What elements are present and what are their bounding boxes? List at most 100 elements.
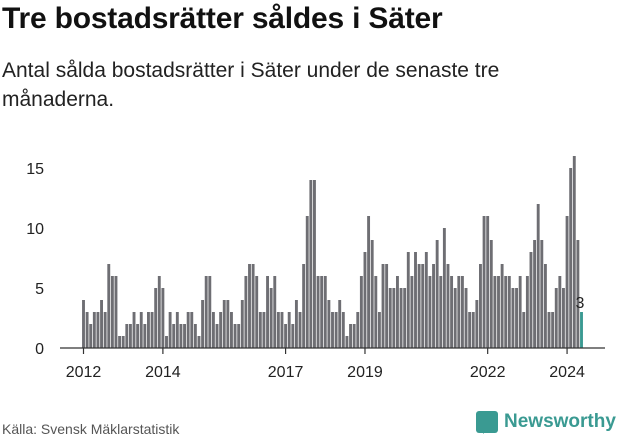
bar <box>103 312 107 348</box>
bar <box>316 276 320 348</box>
bar <box>468 312 472 348</box>
bar <box>479 264 482 348</box>
bar <box>302 264 306 348</box>
bar <box>139 312 143 348</box>
bar <box>493 276 497 348</box>
bar <box>543 264 547 348</box>
bar <box>255 276 259 348</box>
bar <box>165 336 168 348</box>
bar <box>226 300 230 348</box>
bar <box>381 264 385 348</box>
bar <box>356 312 360 348</box>
bar <box>363 252 367 348</box>
bar <box>114 276 118 348</box>
x-tick-label: 2014 <box>145 364 181 381</box>
bar <box>186 312 190 348</box>
bar <box>410 276 414 348</box>
bar <box>215 324 219 348</box>
bar <box>536 204 540 348</box>
y-tick-label: 10 <box>26 221 44 238</box>
bar <box>406 252 410 348</box>
x-tick-label: 2019 <box>347 364 383 381</box>
bar <box>150 312 154 348</box>
bar <box>204 276 208 348</box>
bar <box>453 288 457 348</box>
bar <box>500 264 504 348</box>
bar <box>576 240 580 348</box>
bar <box>525 276 529 348</box>
bar <box>331 312 334 348</box>
bar <box>233 324 237 348</box>
bar <box>450 276 454 348</box>
bar <box>240 300 244 348</box>
bar <box>475 300 479 348</box>
bar <box>183 324 186 348</box>
bar <box>352 324 356 348</box>
bar <box>377 312 381 348</box>
bar <box>392 288 396 348</box>
y-tick-label: 15 <box>26 161 44 178</box>
bar <box>403 288 407 348</box>
bar <box>313 180 316 348</box>
bar <box>92 312 96 348</box>
bar <box>251 264 255 348</box>
bar <box>320 276 324 348</box>
bar <box>276 312 280 348</box>
bar <box>518 276 522 348</box>
bar <box>136 324 140 348</box>
bar <box>359 276 363 348</box>
bar <box>424 252 428 348</box>
bar <box>323 276 327 348</box>
bar <box>291 324 295 348</box>
bar <box>457 276 461 348</box>
bar <box>417 264 421 348</box>
bar <box>128 324 132 348</box>
bar <box>211 312 215 348</box>
bar <box>230 312 233 348</box>
bar <box>327 300 331 348</box>
bar <box>558 276 562 348</box>
bar <box>157 276 161 348</box>
bar <box>244 276 248 348</box>
bar <box>175 312 179 348</box>
bar <box>522 312 526 348</box>
bar <box>507 276 511 348</box>
source-note: Källa: Svensk Mäklarstatistik <box>2 421 180 437</box>
bar <box>193 324 197 348</box>
bar <box>399 288 403 348</box>
y-tick-label: 5 <box>35 281 44 298</box>
bar <box>385 264 389 348</box>
bar <box>197 336 201 348</box>
bar <box>486 216 490 348</box>
bar <box>154 288 158 348</box>
bar <box>168 312 172 348</box>
bar <box>100 300 103 348</box>
bar <box>562 288 565 348</box>
bar <box>421 264 425 348</box>
bar <box>572 156 576 348</box>
bar <box>504 276 508 348</box>
bar <box>258 312 262 348</box>
bar <box>269 288 273 348</box>
bar <box>143 324 147 348</box>
bar <box>280 312 284 348</box>
bar <box>309 180 313 348</box>
bar <box>349 324 352 348</box>
bar <box>428 276 432 348</box>
bar <box>341 312 345 348</box>
bar <box>338 300 342 348</box>
bar <box>569 168 573 348</box>
bar <box>96 312 100 348</box>
x-tick-label: 2024 <box>549 364 585 381</box>
chart-subtitle: Antal sålda bostadsrätter i Säter under … <box>2 59 500 111</box>
bar <box>533 240 537 348</box>
bar <box>435 240 439 348</box>
bar <box>248 264 251 348</box>
bar <box>482 216 486 348</box>
bar <box>554 288 558 348</box>
bar <box>266 276 269 348</box>
bar <box>446 264 450 348</box>
bar <box>471 312 475 348</box>
bar <box>132 312 136 348</box>
